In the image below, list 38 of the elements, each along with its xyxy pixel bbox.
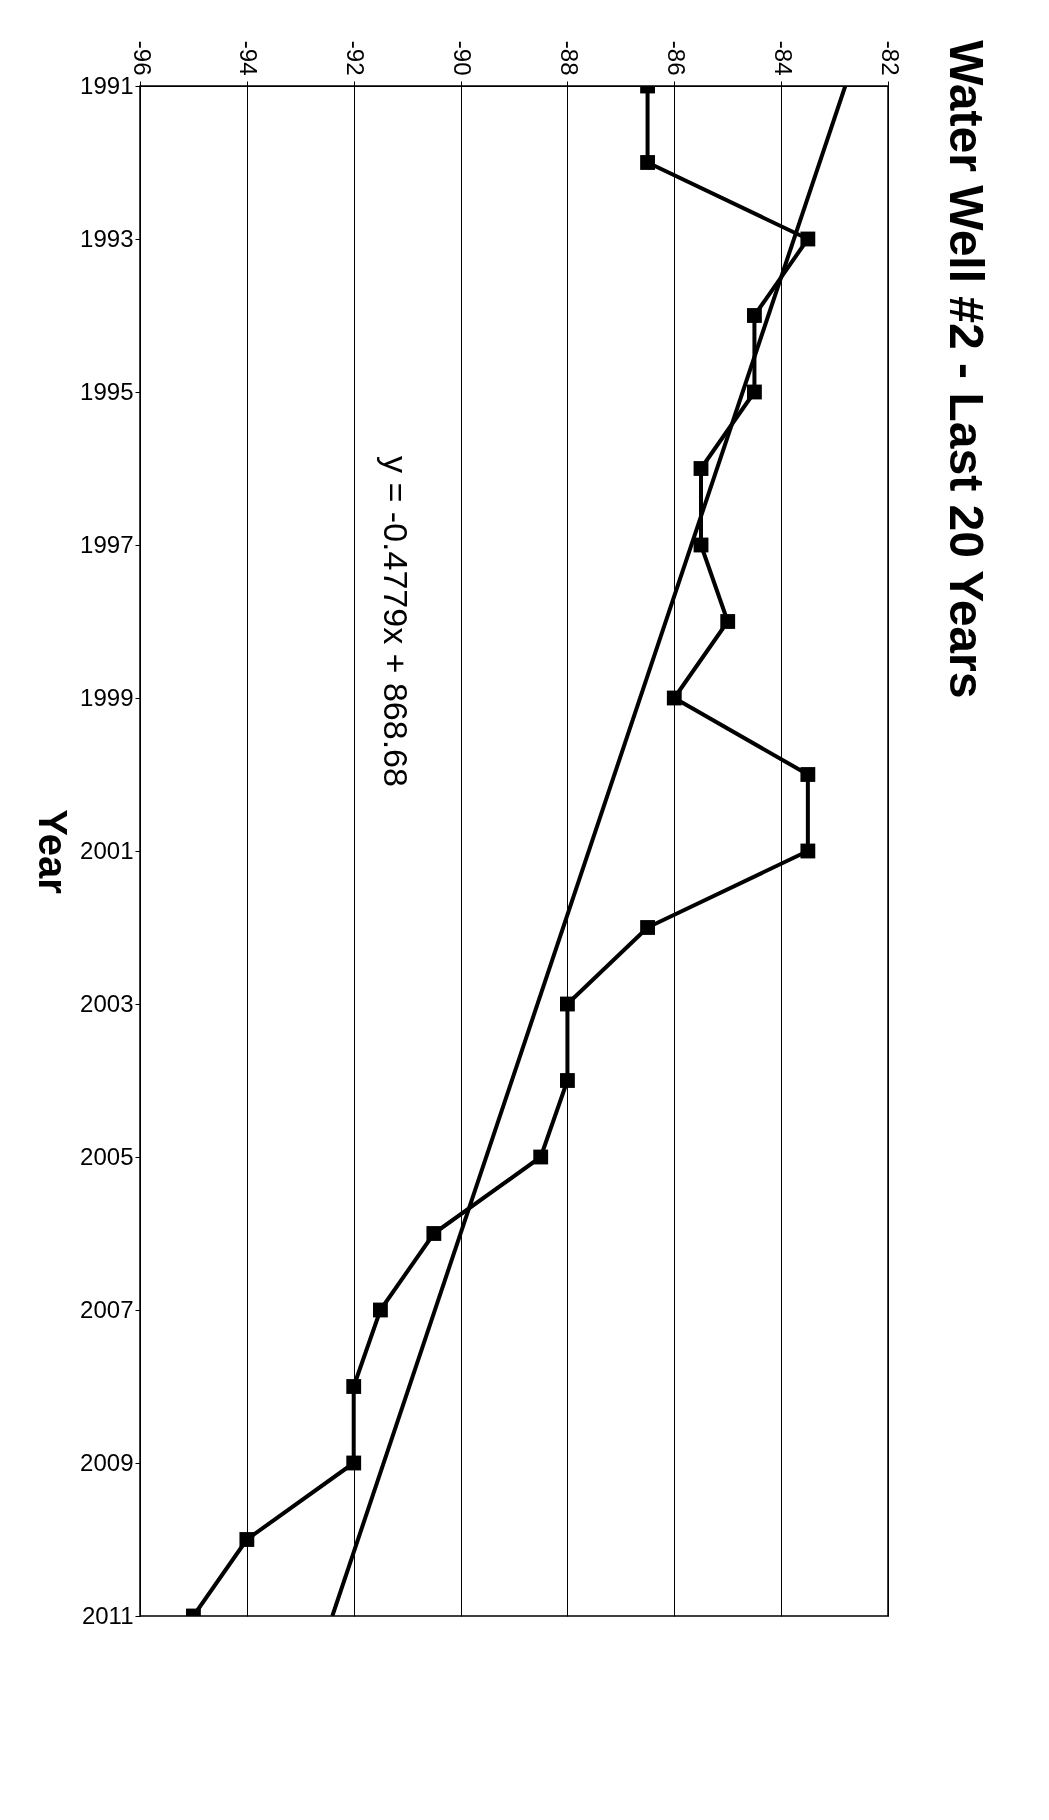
y-tick-label: 1995 — [80, 377, 134, 405]
point — [373, 1302, 388, 1318]
x-tick-label: -84 — [769, 40, 797, 76]
y-tick-label: 2003 — [80, 989, 134, 1017]
point — [533, 1149, 549, 1165]
point — [800, 843, 816, 859]
y-tick-label: 2005 — [80, 1142, 134, 1170]
x-tick-label: -82 — [876, 40, 904, 76]
point — [426, 1226, 442, 1241]
y-axis-title: Year — [30, 809, 75, 894]
point — [239, 1532, 255, 1547]
point — [693, 461, 709, 476]
y-tick-label: 2009 — [80, 1448, 134, 1476]
text: Water Well #2 - Last 20 Years — [940, 40, 993, 699]
point — [560, 996, 575, 1012]
point — [346, 1379, 362, 1394]
point — [640, 155, 655, 170]
y-tick-label: 2011 — [81, 1601, 134, 1629]
point — [747, 308, 762, 323]
point — [666, 690, 682, 706]
x-tick-label: -86 — [662, 40, 690, 76]
y-tick-label: 1997 — [80, 530, 134, 558]
y-tick-label: 2007 — [80, 1295, 134, 1323]
annotation: y = -0.4779x + 868.68 — [377, 456, 416, 787]
y-tick-label: 2001 — [80, 836, 134, 864]
y-tick-label: 1999 — [80, 683, 134, 711]
x-tick-label: -94 — [235, 40, 263, 76]
point — [800, 767, 816, 782]
y-tick-label: 1993 — [80, 224, 134, 252]
point — [346, 1455, 362, 1471]
point — [560, 1073, 575, 1088]
x-tick-label: -88 — [555, 40, 583, 76]
point — [720, 614, 736, 629]
point — [640, 920, 655, 935]
point — [800, 231, 816, 247]
x-tick-label: -90 — [449, 40, 477, 76]
point — [747, 384, 762, 400]
x-tick-label: -92 — [342, 40, 370, 76]
